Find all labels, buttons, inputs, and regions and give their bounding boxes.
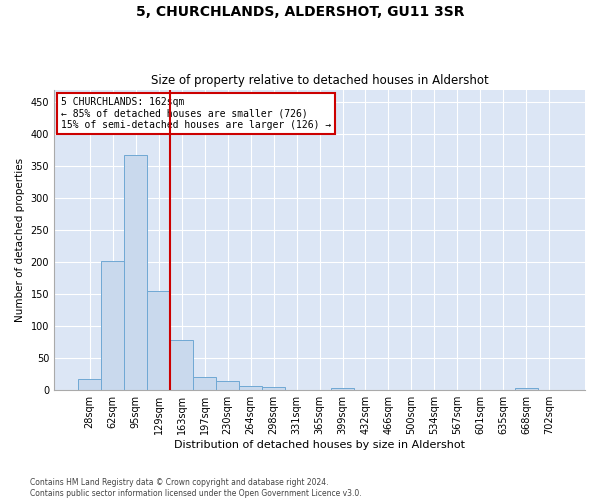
Text: 5, CHURCHLANDS, ALDERSHOT, GU11 3SR: 5, CHURCHLANDS, ALDERSHOT, GU11 3SR [136, 5, 464, 19]
Bar [331, 388, 354, 390]
Bar [170, 340, 193, 390]
Bar [147, 291, 170, 390]
Bar [124, 155, 147, 390]
Title: Size of property relative to detached houses in Aldershot: Size of property relative to detached ho… [151, 74, 488, 87]
Bar [515, 388, 538, 390]
Bar [101, 261, 124, 390]
Bar [239, 386, 262, 390]
X-axis label: Distribution of detached houses by size in Aldershot: Distribution of detached houses by size … [174, 440, 465, 450]
Y-axis label: Number of detached properties: Number of detached properties [15, 158, 25, 322]
Bar [262, 387, 285, 390]
Text: 5 CHURCHLANDS: 162sqm
← 85% of detached houses are smaller (726)
15% of semi-det: 5 CHURCHLANDS: 162sqm ← 85% of detached … [61, 96, 331, 130]
Bar [216, 382, 239, 390]
Text: Contains HM Land Registry data © Crown copyright and database right 2024.
Contai: Contains HM Land Registry data © Crown c… [30, 478, 362, 498]
Bar [193, 378, 216, 390]
Bar [78, 378, 101, 390]
